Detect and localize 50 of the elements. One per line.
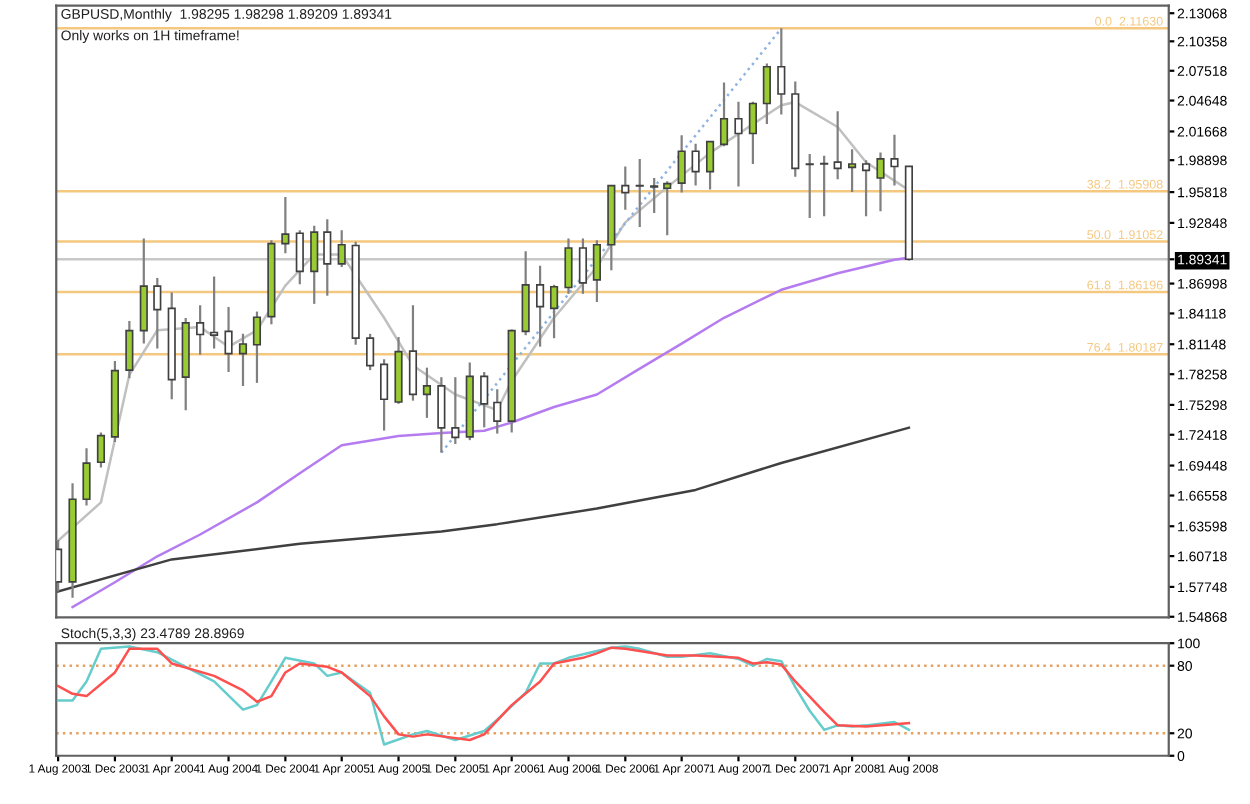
candlestick	[734, 100, 743, 188]
candlestick	[337, 229, 346, 269]
candlestick	[719, 81, 729, 148]
candlestick	[621, 165, 630, 211]
candlestick	[833, 110, 842, 181]
candlestick	[777, 27, 786, 116]
candlestick	[663, 180, 672, 237]
candlestick	[847, 148, 857, 194]
candlestick	[820, 154, 829, 218]
line-series	[56, 426, 911, 593]
candlestick	[210, 275, 219, 350]
candlestick	[252, 310, 262, 385]
candlestick	[578, 237, 588, 295]
candlestick	[762, 62, 771, 126]
candlestick	[890, 133, 899, 187]
candlestick	[281, 195, 290, 255]
candlestick	[153, 276, 162, 350]
candlestick	[705, 140, 715, 191]
line-series	[71, 256, 911, 609]
candlestick	[549, 283, 559, 340]
candlestick	[535, 264, 545, 348]
candlestick	[861, 159, 871, 218]
candlestick	[379, 358, 389, 432]
candlestick	[451, 376, 460, 446]
candlestick	[635, 157, 644, 229]
candlestick	[650, 176, 659, 215]
candlestick	[677, 134, 686, 194]
candlestick	[323, 218, 332, 297]
candlestick	[521, 250, 530, 337]
candlestick	[125, 319, 134, 380]
candlestick	[96, 431, 106, 469]
candlestick	[748, 100, 757, 166]
candlestick	[224, 305, 233, 374]
candlestick	[592, 239, 601, 304]
candlestick	[805, 152, 814, 220]
candlestick	[408, 304, 418, 402]
candlestick	[139, 237, 148, 345]
candlestick	[876, 151, 885, 213]
candlestick	[366, 332, 375, 372]
candlestick	[295, 229, 304, 286]
candlestick	[493, 388, 502, 435]
candlestick	[310, 224, 319, 305]
candlestick	[196, 304, 205, 356]
candlestick	[82, 447, 91, 507]
candlestick	[564, 237, 573, 295]
candlestick	[422, 366, 432, 419]
candlestick	[691, 142, 700, 187]
candlestick	[238, 332, 248, 388]
candlestick	[437, 376, 446, 454]
candlestick	[480, 370, 489, 429]
